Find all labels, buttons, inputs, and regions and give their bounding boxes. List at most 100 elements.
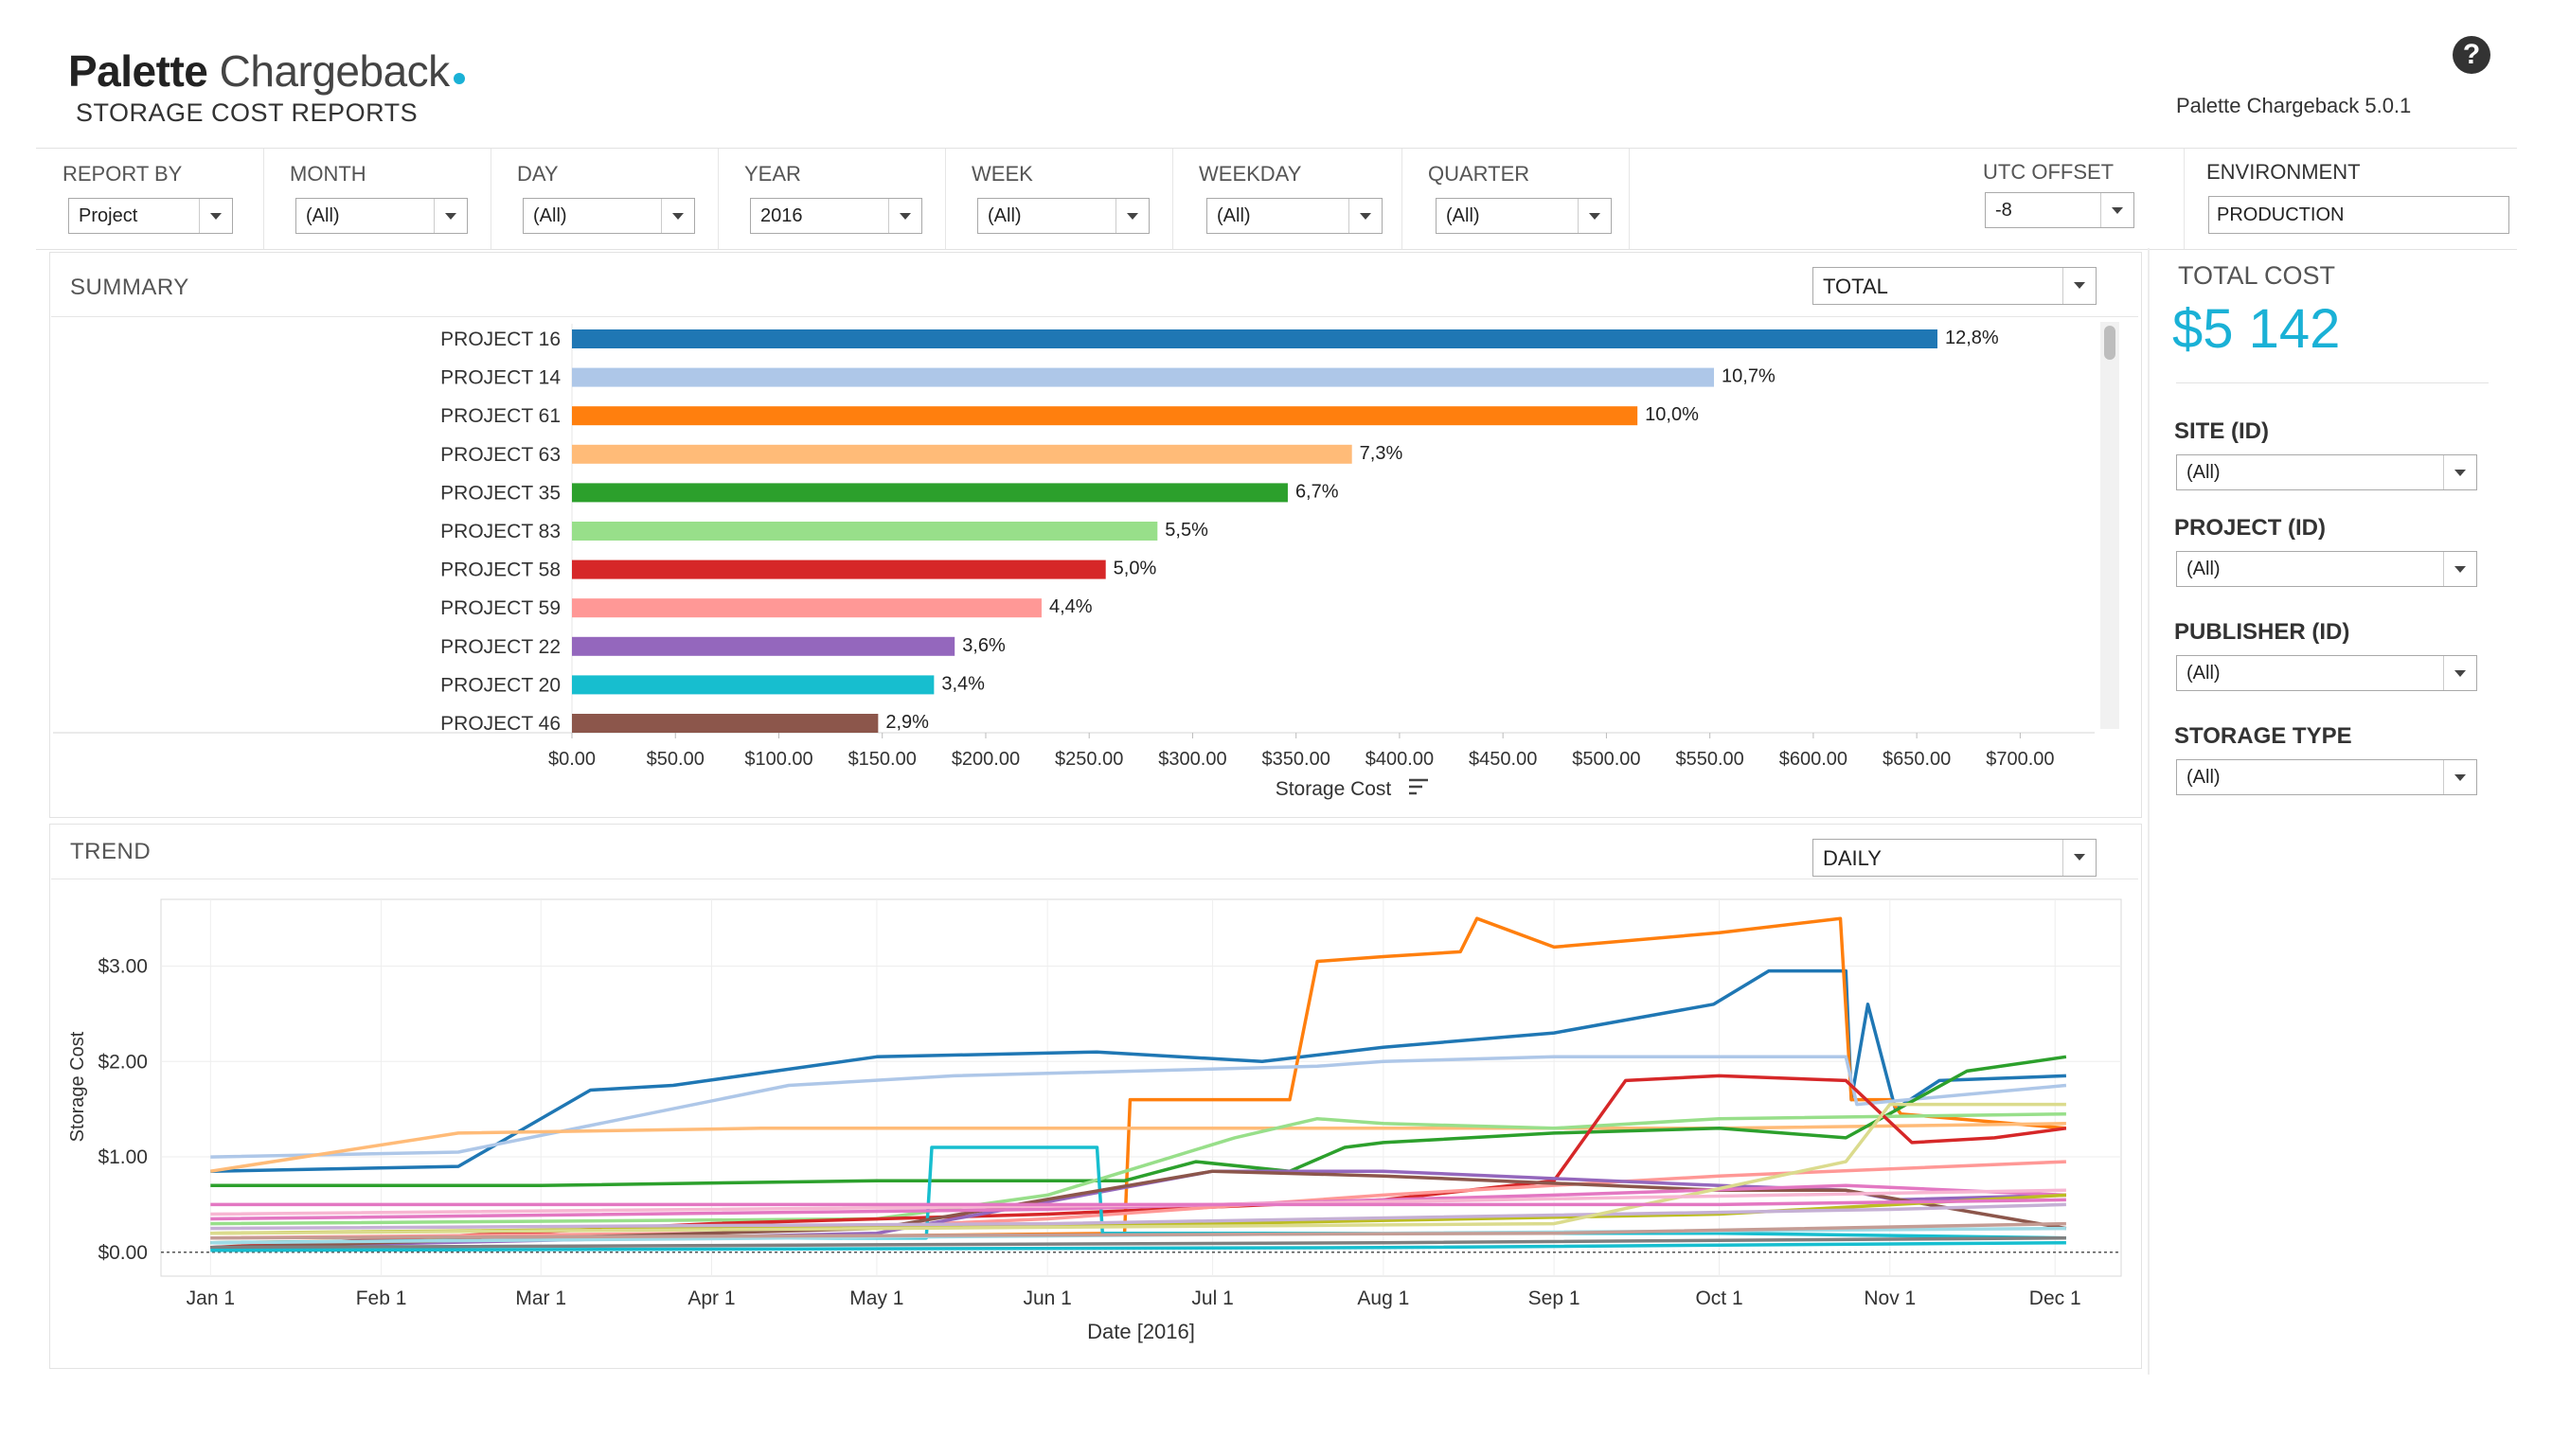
trend-series-line: [210, 1240, 2066, 1252]
page-title: STORAGE COST REPORTS: [76, 98, 419, 127]
utc-offset-select[interactable]: -8: [1985, 192, 2134, 228]
bar: [572, 675, 935, 695]
trend-series-line: [210, 1198, 2066, 1207]
x-tick-label: $150.00: [848, 749, 917, 770]
x-tick-label: $400.00: [1365, 749, 1434, 770]
x-tick-label: Sep 1: [1528, 1287, 1580, 1309]
publisher-select[interactable]: (All): [2176, 655, 2477, 691]
year-select[interactable]: 2016: [750, 198, 922, 234]
help-icon[interactable]: ?: [2453, 36, 2490, 74]
filter-weekday: WEEKDAY (All): [1172, 149, 1402, 249]
weekday-select[interactable]: (All): [1206, 198, 1383, 234]
project-select[interactable]: (All): [2176, 551, 2477, 587]
total-cost-label: TOTAL COST: [2178, 261, 2336, 290]
trend-series-line: [210, 1055, 2067, 1159]
chevron-down-icon[interactable]: [2443, 455, 2476, 489]
select-value: (All): [988, 205, 1022, 226]
select-value: (All): [2186, 559, 2221, 579]
filter-year: YEAR 2016: [718, 149, 946, 249]
side-divider: [2148, 248, 2150, 1375]
chevron-down-icon[interactable]: [2100, 193, 2133, 227]
filter-label: YEAR: [744, 162, 801, 186]
filter-quarter: QUARTER (All): [1401, 149, 1630, 249]
trend-series-line: [210, 1183, 2066, 1221]
filter-label: DAY: [517, 162, 559, 186]
bar-data-label: 3,6%: [962, 635, 1006, 656]
chevron-down-icon[interactable]: [888, 199, 921, 233]
x-tick-label: $650.00: [1883, 749, 1951, 770]
trend-title: TREND: [70, 839, 152, 864]
bar-category-label: PROJECT 14: [440, 367, 561, 389]
trend-series-line: [210, 1055, 2067, 1188]
bar: [572, 329, 1937, 348]
plot-area: [160, 898, 2122, 1277]
bar-category-label: PROJECT 59: [440, 597, 561, 619]
bar-category-label: PROJECT 20: [440, 674, 561, 696]
filter-label: QUARTER: [1428, 162, 1530, 186]
environment-value: PRODUCTION: [2217, 204, 2345, 225]
bar-category-label: PROJECT 63: [440, 444, 561, 466]
bar: [572, 636, 955, 656]
chevron-down-icon[interactable]: [1115, 199, 1149, 233]
day-select[interactable]: (All): [523, 198, 695, 234]
side-separator: [2176, 382, 2489, 383]
y-tick-label: $2.00: [98, 1051, 148, 1073]
logo-bold: Palette: [68, 46, 208, 96]
y-axis-title: Storage Cost: [67, 1031, 88, 1142]
x-tick-label: Jan 1: [187, 1287, 235, 1309]
trend-series-line: [210, 1221, 2066, 1240]
summary-scroll-thumb[interactable]: [2104, 326, 2115, 360]
bar-data-label: 3,4%: [941, 673, 985, 694]
report-by-select[interactable]: Project: [68, 198, 233, 234]
filter-report-by: REPORT BY Project: [36, 149, 264, 249]
filter-label: WEEKDAY: [1199, 162, 1302, 186]
quarter-select[interactable]: (All): [1436, 198, 1612, 234]
bar-category-label: PROJECT 83: [440, 521, 561, 542]
filter-label: REPORT BY: [62, 162, 183, 186]
summary-mode-select[interactable]: TOTAL: [1812, 267, 2097, 305]
summary-bar-chart: PROJECT 16 12,8% PROJECT 14 10,7% PROJECT 61…: [53, 324, 2095, 800]
filter-environment: ENVIRONMENT PRODUCTION: [2184, 149, 2517, 249]
chevron-down-icon[interactable]: [1348, 199, 1382, 233]
x-axis-title: Date [2016]: [1087, 1320, 1195, 1343]
select-value: (All): [2186, 767, 2221, 788]
chevron-down-icon[interactable]: [2062, 268, 2096, 304]
bar-category-label: PROJECT 16: [440, 328, 561, 350]
summary-scrollbar[interactable]: [2100, 322, 2119, 729]
filter-day: DAY (All): [491, 149, 719, 249]
trend-series-line: [210, 916, 2067, 1245]
chevron-down-icon[interactable]: [2062, 840, 2096, 876]
chevron-down-icon[interactable]: [1578, 199, 1611, 233]
bar-data-label: 5,5%: [1165, 520, 1208, 541]
x-tick-label: $450.00: [1469, 749, 1537, 770]
bar-data-label: 12,8%: [1945, 328, 1999, 348]
trend-mode-select[interactable]: DAILY: [1812, 839, 2097, 877]
bar-category-label: PROJECT 22: [440, 636, 561, 658]
bar: [572, 598, 1042, 618]
x-tick-label: $700.00: [1986, 749, 2054, 770]
chevron-down-icon[interactable]: [2443, 760, 2476, 794]
filter-label: UTC OFFSET: [1983, 160, 2115, 184]
week-select[interactable]: (All): [977, 198, 1150, 234]
bar: [572, 559, 1106, 579]
x-tick-label: $250.00: [1055, 749, 1123, 770]
x-tick-label: Jul 1: [1191, 1287, 1233, 1309]
month-select[interactable]: (All): [295, 198, 468, 234]
x-tick-label: $300.00: [1158, 749, 1226, 770]
filter-utc-offset: UTC OFFSET -8: [1949, 149, 2185, 249]
x-tick-label: $550.00: [1676, 749, 1744, 770]
chevron-down-icon[interactable]: [434, 199, 467, 233]
bar-category-label: PROJECT 46: [440, 713, 561, 735]
select-value: (All): [1217, 205, 1251, 226]
chevron-down-icon[interactable]: [2443, 656, 2476, 690]
chevron-down-icon[interactable]: [199, 199, 232, 233]
x-tick-label: $350.00: [1262, 749, 1330, 770]
site-select[interactable]: (All): [2176, 454, 2477, 490]
select-value: (All): [2186, 462, 2221, 483]
storage-type-select[interactable]: (All): [2176, 759, 2477, 795]
chevron-down-icon[interactable]: [661, 199, 694, 233]
chevron-down-icon[interactable]: [2443, 552, 2476, 586]
publisher-filter-label: PUBLISHER (ID): [2174, 619, 2350, 645]
environment-field[interactable]: PRODUCTION: [2208, 196, 2509, 234]
x-tick-label: Feb 1: [356, 1287, 407, 1309]
